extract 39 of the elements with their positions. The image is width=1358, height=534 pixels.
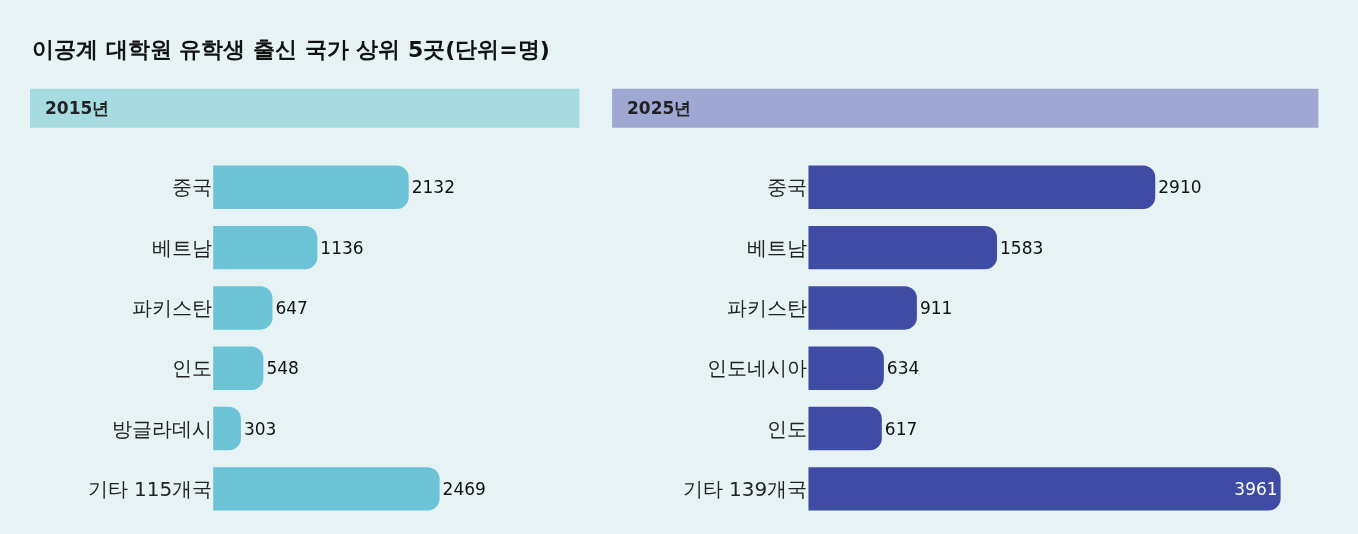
bar: [808, 225, 998, 270]
bar: [808, 467, 1281, 511]
bar: [808, 286, 917, 330]
bar: [213, 467, 440, 511]
y-tick-label: 파키스탄: [727, 295, 808, 320]
y-tick-label: 인도: [172, 356, 213, 381]
chart-subtitle: 2015년: [45, 98, 110, 118]
bar: [213, 406, 241, 451]
bar: [808, 346, 884, 390]
data-label: 647: [275, 297, 308, 318]
bar: [213, 165, 409, 210]
data-label: 2910: [1158, 177, 1202, 198]
data-label: 2132: [411, 177, 455, 198]
y-tick-label: 기타 115개국: [87, 476, 213, 501]
data-label: 303: [243, 418, 277, 439]
bar: [213, 286, 273, 330]
data-label: 548: [266, 358, 299, 379]
data-label: 617: [884, 418, 918, 439]
data-label: 1136: [320, 237, 364, 258]
y-tick-label: 중국: [172, 175, 213, 200]
y-tick-label: 중국: [767, 175, 808, 200]
data-label: 911: [919, 297, 953, 318]
y-tick-label: 베트남: [747, 235, 808, 260]
bar: [213, 225, 318, 270]
y-tick-label: 베트남: [152, 235, 213, 260]
y-tick-label: 기타 139개국: [682, 476, 808, 501]
bar: [213, 346, 264, 390]
data-label: 634: [886, 358, 920, 379]
text: 2025년: [627, 98, 692, 118]
bar: [808, 165, 1156, 210]
y-tick-label: 파키스탄: [132, 295, 213, 320]
y-tick-label: 방글라데시: [112, 416, 213, 441]
data-label: 3961: [1234, 478, 1278, 499]
y-tick-label: 인도: [767, 416, 808, 441]
data-label: 2469: [442, 478, 486, 499]
data-label: 1583: [1000, 237, 1044, 258]
bar: [808, 406, 882, 451]
chart-title: 이공계 대학원 유학생 출신 국가 상위 5곳(단위=명): [32, 37, 550, 62]
y-tick-label: 인도네시아: [707, 356, 808, 381]
